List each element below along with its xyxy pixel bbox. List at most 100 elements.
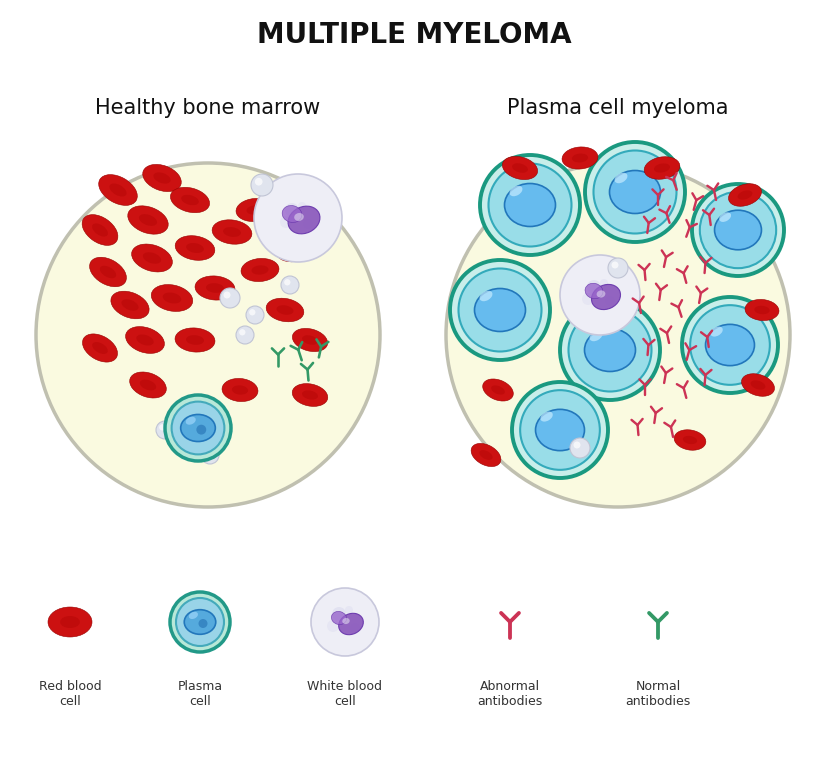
Ellipse shape: [126, 326, 165, 354]
Ellipse shape: [265, 298, 304, 322]
Ellipse shape: [136, 335, 154, 345]
Circle shape: [568, 309, 651, 391]
Circle shape: [284, 279, 290, 285]
Ellipse shape: [682, 436, 696, 444]
Text: Abnormal
antibodies: Abnormal antibodies: [477, 680, 542, 708]
Ellipse shape: [338, 613, 363, 634]
Ellipse shape: [246, 205, 263, 215]
Ellipse shape: [643, 157, 679, 179]
Circle shape: [600, 279, 607, 287]
Ellipse shape: [540, 412, 552, 422]
Circle shape: [559, 300, 659, 400]
Ellipse shape: [741, 374, 773, 396]
Circle shape: [223, 291, 230, 298]
Ellipse shape: [302, 335, 318, 344]
Ellipse shape: [479, 291, 492, 301]
Ellipse shape: [98, 175, 137, 205]
Text: Plasma
cell: Plasma cell: [177, 680, 222, 708]
Ellipse shape: [737, 190, 752, 200]
Circle shape: [327, 620, 338, 632]
Circle shape: [176, 598, 224, 646]
Ellipse shape: [92, 342, 108, 354]
Circle shape: [255, 178, 262, 185]
Ellipse shape: [502, 157, 537, 179]
Ellipse shape: [719, 212, 730, 222]
Ellipse shape: [292, 384, 327, 407]
Ellipse shape: [185, 417, 195, 425]
Circle shape: [280, 216, 292, 228]
Ellipse shape: [153, 173, 170, 184]
Ellipse shape: [474, 288, 525, 332]
Ellipse shape: [471, 444, 500, 466]
Ellipse shape: [130, 372, 166, 398]
Ellipse shape: [162, 292, 181, 304]
Circle shape: [204, 449, 210, 456]
Circle shape: [332, 607, 346, 621]
Ellipse shape: [292, 329, 327, 351]
Ellipse shape: [705, 324, 753, 366]
Ellipse shape: [609, 170, 660, 213]
Circle shape: [593, 151, 676, 233]
Circle shape: [690, 305, 769, 385]
Ellipse shape: [139, 214, 157, 226]
Ellipse shape: [596, 291, 605, 298]
Ellipse shape: [535, 410, 584, 450]
Ellipse shape: [589, 331, 602, 341]
Ellipse shape: [48, 607, 92, 637]
Ellipse shape: [174, 328, 215, 352]
Circle shape: [581, 293, 593, 305]
Circle shape: [611, 261, 618, 269]
Ellipse shape: [181, 195, 198, 205]
Ellipse shape: [131, 244, 172, 272]
Ellipse shape: [710, 326, 722, 337]
Ellipse shape: [482, 379, 513, 401]
Ellipse shape: [251, 266, 268, 275]
Circle shape: [236, 326, 254, 344]
Circle shape: [345, 606, 352, 614]
Circle shape: [303, 219, 313, 229]
Ellipse shape: [109, 183, 127, 197]
Ellipse shape: [60, 616, 79, 628]
Ellipse shape: [584, 329, 635, 372]
Ellipse shape: [276, 305, 293, 315]
Ellipse shape: [294, 213, 304, 221]
Ellipse shape: [288, 206, 319, 234]
Ellipse shape: [241, 258, 279, 282]
Circle shape: [569, 438, 590, 458]
Ellipse shape: [140, 379, 156, 391]
Circle shape: [480, 155, 579, 255]
Ellipse shape: [614, 173, 627, 183]
Circle shape: [298, 202, 306, 210]
Ellipse shape: [509, 185, 522, 196]
Circle shape: [284, 203, 299, 217]
Ellipse shape: [186, 243, 203, 253]
Ellipse shape: [673, 430, 705, 450]
Text: MULTIPLE MYELOMA: MULTIPLE MYELOMA: [256, 21, 571, 49]
Ellipse shape: [504, 183, 555, 226]
Circle shape: [165, 395, 231, 461]
Ellipse shape: [83, 334, 117, 362]
Ellipse shape: [302, 391, 318, 400]
Ellipse shape: [562, 147, 597, 169]
Circle shape: [511, 382, 607, 478]
Circle shape: [251, 174, 273, 196]
Ellipse shape: [342, 618, 349, 624]
Circle shape: [691, 184, 783, 276]
Circle shape: [196, 425, 206, 435]
Ellipse shape: [222, 378, 258, 401]
Ellipse shape: [212, 220, 251, 245]
Ellipse shape: [236, 198, 274, 222]
Ellipse shape: [232, 385, 248, 394]
Ellipse shape: [170, 187, 209, 213]
Ellipse shape: [111, 291, 149, 319]
Circle shape: [155, 421, 174, 439]
Circle shape: [458, 269, 541, 351]
Circle shape: [171, 402, 224, 454]
Circle shape: [605, 296, 614, 306]
Ellipse shape: [206, 283, 224, 293]
Ellipse shape: [590, 285, 619, 310]
Circle shape: [254, 174, 342, 262]
Ellipse shape: [189, 612, 198, 619]
Ellipse shape: [744, 300, 778, 320]
Circle shape: [607, 258, 627, 278]
